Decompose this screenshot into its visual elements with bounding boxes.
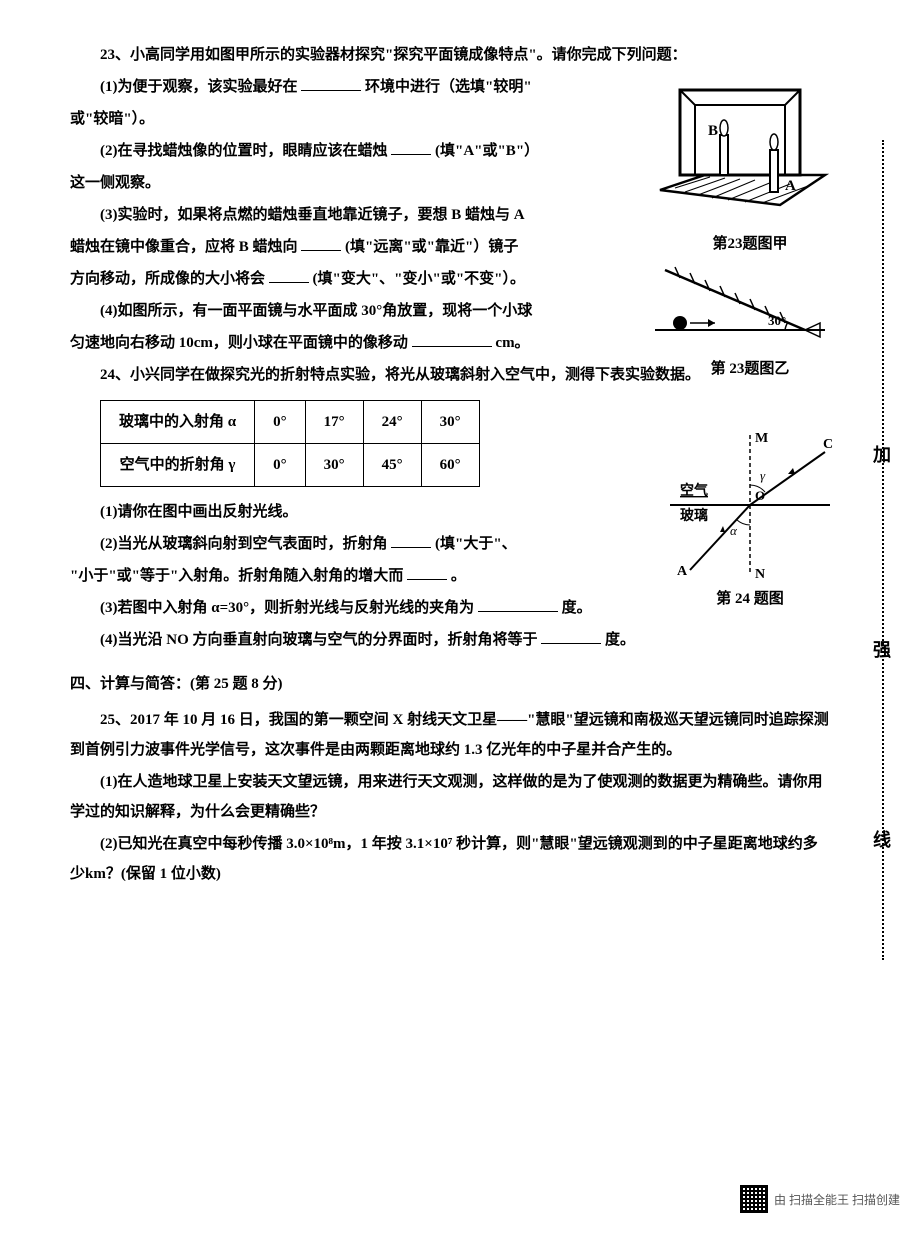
q23-4b: 匀速地向右移动 10cm，则小球在平面镜中的像移动 cm。	[70, 328, 690, 358]
text: 方向移动，所成像的大小将会	[70, 271, 265, 287]
blank-compare[interactable]	[391, 530, 431, 548]
fig24-caption: 第 24 题图	[665, 587, 835, 608]
text: 。	[451, 568, 466, 584]
text: (2)在寻找蜡烛像的位置时，眼睛应该在蜡烛	[100, 143, 388, 159]
angle-label: 30°	[768, 313, 786, 328]
cell: 60°	[421, 444, 479, 487]
q24-4: (4)当光沿 NO 方向垂直射向玻璃与空气的分界面时，折射角将等于 度。	[70, 625, 830, 655]
section4-title: 四、计算与简答：(第 25 题 8 分)	[70, 669, 690, 699]
table-row: 空气中的折射角 γ 0° 30° 45° 60°	[101, 444, 480, 487]
refraction-table: 玻璃中的入射角 α 0° 17° 24° 30° 空气中的折射角 γ 0° 30…	[100, 400, 480, 487]
blank-perpendicular[interactable]	[541, 626, 601, 644]
q24-2: (2)当光从玻璃斜向射到空气表面时，折射角 (填"大于"、	[70, 529, 690, 559]
text: (填"大于"、	[435, 536, 517, 552]
text: (2)当光从玻璃斜向射到空气表面时，折射角	[100, 536, 388, 552]
text: cm。	[495, 335, 529, 351]
blank-distance[interactable]	[412, 329, 492, 347]
mirror-candles-svg: B A	[650, 80, 830, 225]
footer-text: 由 扫描全能王 扫描创建	[774, 1191, 900, 1208]
table-row: 玻璃中的入射角 α 0° 17° 24° 30°	[101, 401, 480, 444]
q23-intro: 23、小高同学用如图甲所示的实验器材探究"探究平面镜成像特点"。请你完成下列问题…	[70, 40, 690, 70]
svg-text:M: M	[755, 431, 768, 446]
svg-text:N: N	[755, 567, 765, 580]
exam-page: 23、小高同学用如图甲所示的实验器材探究"探究平面镜成像特点"。请你完成下列问题…	[0, 0, 920, 1233]
main-content: 23、小高同学用如图甲所示的实验器材探究"探究平面镜成像特点"。请你完成下列问题…	[70, 40, 690, 889]
row2-label: 空气中的折射角 γ	[101, 444, 255, 487]
q25-1: (1)在人造地球卫星上安装天文望远镜，用来进行天文观测，这样做的是为了使观测的数…	[70, 767, 830, 827]
cell: 30°	[421, 401, 479, 444]
text: (3)若图中入射角 α=30°，则折射光线与反射光线的夹角为	[100, 600, 474, 616]
svg-text:A: A	[677, 564, 688, 579]
cell: 30°	[305, 444, 363, 487]
blank-size[interactable]	[269, 265, 309, 283]
text: 蜡烛在镜中像重合，应将 B 蜡烛向	[70, 239, 298, 255]
row1-label: 玻璃中的入射角 α	[101, 401, 255, 444]
q23-2: (2)在寻找蜡烛像的位置时，眼睛应该在蜡烛 (填"A"或"B"）	[70, 136, 690, 166]
text: "小于"或"等于"入射角。折射角随入射角的增大而	[70, 568, 403, 584]
figure-column: B A 第23题图甲	[650, 80, 850, 390]
svg-text:A: A	[785, 178, 796, 194]
q23-3b: 蜡烛在镜中像重合，应将 B 蜡烛向 (填"远离"或"靠近"）镜子	[70, 232, 690, 262]
scan-footer: 由 扫描全能王 扫描创建	[740, 1185, 900, 1213]
text: 环境中进行（选填"较明"	[365, 79, 532, 95]
svg-text:α: α	[730, 523, 738, 538]
margin-char-1: 加	[868, 445, 894, 463]
text: (4)当光沿 NO 方向垂直射向玻璃与空气的分界面时，折射角将等于	[100, 632, 538, 648]
text: 度。	[605, 632, 635, 648]
blank-environment[interactable]	[301, 73, 361, 91]
blank-trend[interactable]	[407, 562, 447, 580]
qr-icon	[740, 1185, 768, 1213]
q24-1: (1)请你在图中画出反射光线。	[70, 497, 690, 527]
q23-3a: (3)实验时，如果将点燃的蜡烛垂直地靠近镜子，要想 B 蜡烛与 A	[70, 200, 690, 230]
q23-3d: 方向移动，所成像的大小将会 (填"变大"、"变小"或"不变"）。	[70, 264, 690, 294]
margin-char-2: 强	[868, 640, 894, 658]
q23-4a: (4)如图所示，有一面平面镜与水平面成 30°角放置，现将一个小球	[70, 296, 690, 326]
q25-intro: 25、2017 年 10 月 16 日，我国的第一颗空间 X 射线天文卫星——"…	[70, 705, 830, 765]
svg-text:C: C	[823, 437, 833, 452]
cell: 24°	[363, 401, 421, 444]
blank-angle[interactable]	[478, 594, 558, 612]
fig23a-caption: 第23题图甲	[650, 232, 850, 253]
svg-text:γ: γ	[760, 468, 766, 483]
figure-23-yi: 30° 第 23题图乙	[650, 265, 850, 378]
svg-text:B: B	[708, 123, 718, 139]
svg-text:玻璃: 玻璃	[680, 507, 708, 524]
text: (填"远离"或"靠近"）镜子	[345, 239, 518, 255]
q23-1: (1)为便于观察，该实验最好在 环境中进行（选填"较明"	[70, 72, 690, 102]
text: (填"变大"、"变小"或"不变"）。	[313, 271, 525, 287]
figure-23-jia: B A 第23题图甲	[650, 80, 850, 253]
q25-2: (2)已知光在真空中每秒传播 3.0×10⁸m，1 年按 3.1×10⁷ 秒计算…	[70, 829, 830, 889]
margin-char-3: 线	[868, 830, 894, 848]
refraction-svg: M N O A C γ α 空气 玻璃	[665, 430, 835, 580]
q23-1c: 或"较暗"）。	[70, 104, 690, 134]
inclined-mirror-svg: 30°	[650, 265, 830, 350]
blank-candle-side[interactable]	[391, 137, 431, 155]
figure-24: M N O A C γ α 空气 玻璃 第 24 题图	[665, 430, 835, 608]
q23-2c: 这一侧观察。	[70, 168, 690, 198]
svg-text:空气: 空气	[680, 482, 708, 499]
text: 匀速地向右移动 10cm，则小球在平面镜中的像移动	[70, 335, 408, 351]
blank-direction[interactable]	[301, 233, 341, 251]
text: (填"A"或"B"）	[435, 143, 539, 159]
q24-2c: "小于"或"等于"入射角。折射角随入射角的增大而 。	[70, 561, 690, 591]
fig23b-caption: 第 23题图乙	[650, 357, 850, 378]
cell: 17°	[305, 401, 363, 444]
text: (1)为便于观察，该实验最好在	[100, 79, 298, 95]
cell: 45°	[363, 444, 421, 487]
text: 度。	[562, 600, 592, 616]
cell: 0°	[255, 444, 306, 487]
cell: 0°	[255, 401, 306, 444]
